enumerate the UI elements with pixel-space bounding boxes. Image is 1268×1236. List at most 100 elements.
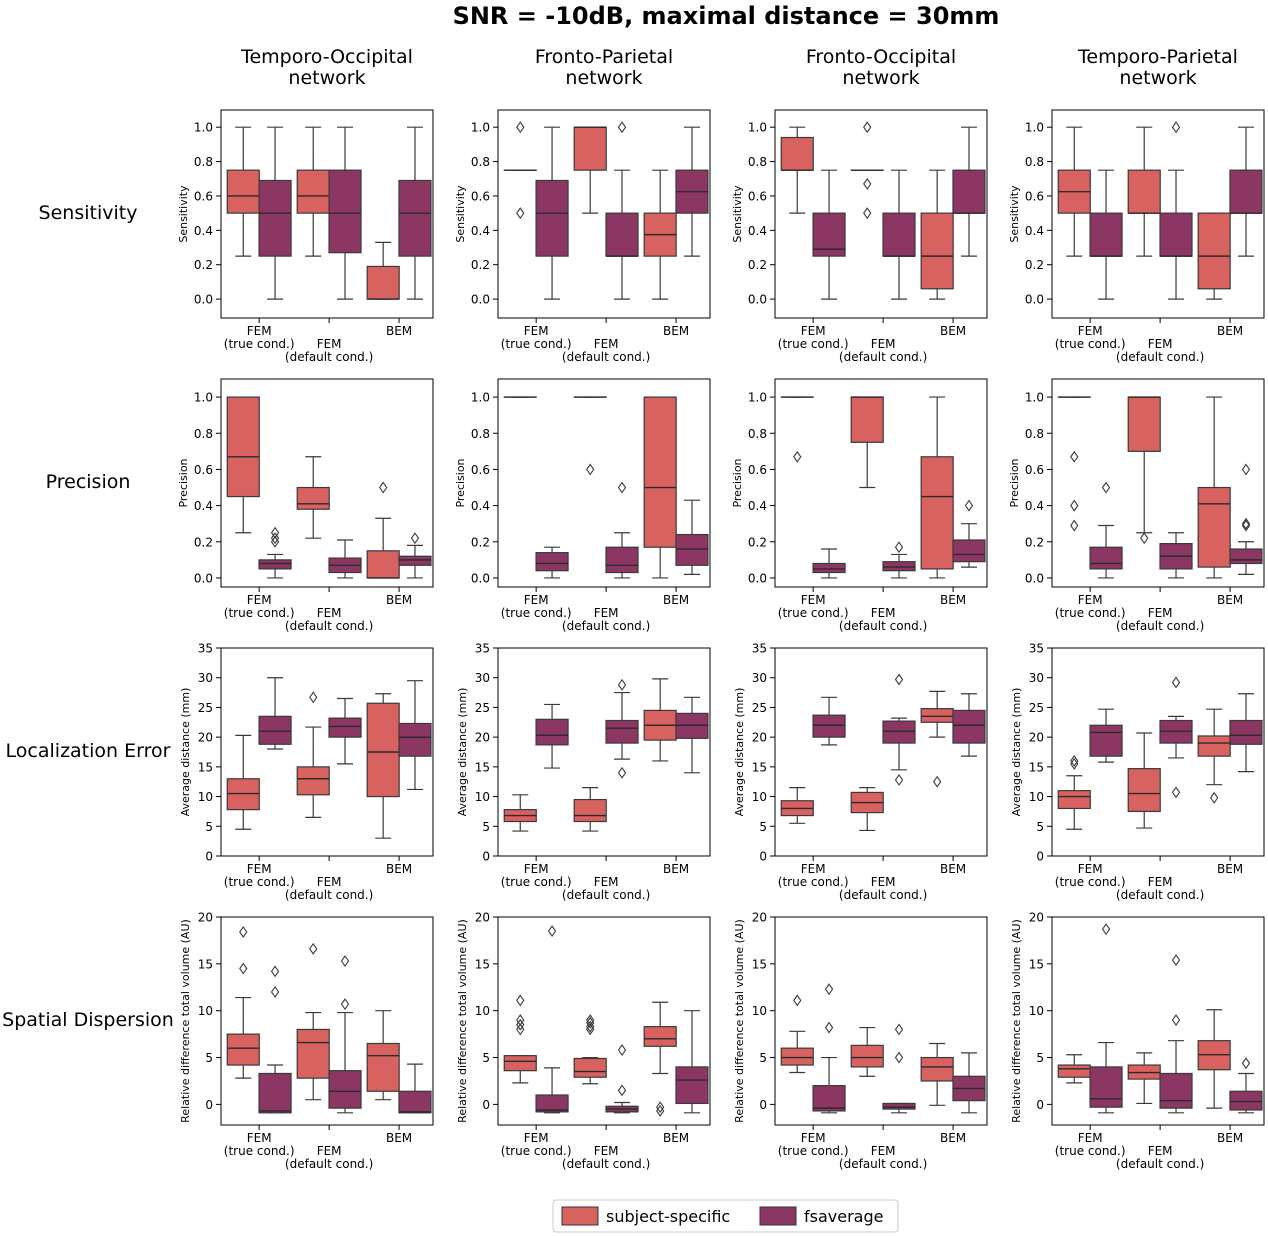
outlier-point — [270, 985, 280, 998]
panel: 0 5 10 15 20 25 30 35 Average distance (mm) FEM (t… — [733, 642, 988, 902]
box-iqr — [1229, 548, 1263, 565]
x-tick-label: BEM — [386, 862, 412, 876]
outlier-point — [656, 1104, 665, 1117]
outlier-point — [270, 532, 280, 545]
y-tick-label: 0.8 — [194, 427, 213, 441]
y-axis-label: Relative difference total volume (AU) — [1010, 919, 1023, 1123]
x-tick-label: BEM — [663, 862, 689, 876]
outlier-point — [516, 207, 525, 220]
box-iqr — [1197, 735, 1231, 757]
box-subject-specific — [226, 396, 260, 534]
box-subject-specific — [1197, 708, 1231, 804]
x-tick-label: FEM (default cond.) — [285, 606, 373, 633]
plot-frame — [1051, 109, 1265, 319]
outlier-point — [270, 965, 280, 978]
y-tick-label: 15 — [1029, 760, 1044, 774]
y-axis-label: Relative difference total volume (AU) — [733, 919, 746, 1123]
outlier-point — [1070, 757, 1079, 770]
box-fsaverage — [398, 680, 432, 791]
box-iqr — [1159, 212, 1193, 257]
plot-frame — [1051, 378, 1265, 588]
x-tick-label: FEM (true cond.) — [501, 324, 572, 351]
box-iqr — [675, 533, 709, 566]
box-iqr — [366, 550, 400, 579]
box-iqr — [920, 708, 954, 723]
outlier-point — [1070, 754, 1079, 767]
box-fsaverage — [328, 955, 362, 1114]
outlier-point — [863, 177, 872, 190]
outlier-point — [894, 673, 904, 686]
y-tick-label: 10 — [1029, 1004, 1044, 1018]
legend-label-fsaverage: fsaverage — [804, 1207, 883, 1226]
x-tick-label: BEM — [386, 593, 412, 607]
y-tick-label: 35 — [752, 642, 767, 656]
y-tick-label: 1.0 — [1025, 121, 1044, 135]
y-tick-label: 5 — [482, 1051, 490, 1065]
outlier-point — [270, 526, 280, 539]
outlier-point — [824, 983, 834, 996]
x-tick-label: FEM (default cond.) — [1116, 606, 1204, 633]
outlier-point — [793, 994, 802, 1007]
outlier-point — [340, 998, 350, 1011]
y-tick-label: 1.0 — [748, 121, 767, 135]
y-axis-label: Precision — [1008, 458, 1021, 507]
box-iqr — [296, 1028, 330, 1079]
box-iqr — [258, 1072, 292, 1114]
x-tick-label: BEM — [1217, 324, 1243, 338]
y-tick-label: 30 — [198, 671, 213, 685]
plot-frame — [1051, 916, 1265, 1126]
plot-frame — [497, 647, 711, 857]
y-tick-label: 5 — [205, 1051, 213, 1065]
box-iqr — [850, 1044, 884, 1068]
x-tick-label: BEM — [940, 593, 966, 607]
outlier-point — [1241, 463, 1251, 476]
x-tick-label: FEM (default cond.) — [1116, 337, 1204, 364]
plot-frame — [774, 109, 988, 319]
outlier-point — [309, 691, 318, 704]
y-tick-label: 1.0 — [194, 391, 213, 405]
y-tick-label: 5 — [1036, 1051, 1044, 1065]
outlier-point — [1070, 450, 1079, 463]
box-fsaverage — [1159, 676, 1193, 799]
box-subject-specific — [503, 994, 537, 1084]
box-iqr — [1229, 169, 1263, 214]
box-fsaverage — [535, 925, 569, 1114]
row-title: Localization Error — [6, 740, 171, 762]
row-title: Precision — [46, 471, 131, 493]
y-tick-label: 25 — [198, 701, 213, 715]
box-fsaverage — [1229, 126, 1263, 257]
box-subject-specific — [573, 396, 607, 476]
x-tick-label: FEM (default cond.) — [562, 337, 650, 364]
box-subject-specific — [503, 794, 537, 832]
outlier-point — [516, 994, 525, 1007]
box-fsaverage — [535, 703, 569, 769]
box-fsaverage — [952, 499, 986, 568]
y-axis-label: Sensitivity — [177, 185, 190, 243]
box-fsaverage — [882, 541, 916, 579]
box-iqr — [398, 722, 432, 757]
box-iqr — [328, 717, 362, 738]
box-iqr — [573, 126, 607, 171]
box-subject-specific — [920, 1042, 954, 1106]
y-tick-label: 0.8 — [1025, 155, 1044, 169]
y-tick-label: 5 — [759, 1051, 767, 1065]
box-iqr — [605, 546, 639, 574]
plot-frame — [497, 378, 711, 588]
box-iqr — [812, 1085, 846, 1112]
figure-title: SNR = -10dB, maximal distance = 30mm — [453, 2, 1000, 30]
box-fsaverage — [535, 126, 569, 300]
box-subject-specific — [296, 942, 330, 1101]
y-tick-label: 0.0 — [748, 293, 767, 307]
box-fsaverage — [605, 678, 639, 779]
y-tick-label: 0.6 — [1025, 189, 1044, 203]
box-iqr — [535, 718, 569, 746]
box-fsaverage — [882, 1023, 916, 1114]
box-iqr — [1089, 546, 1123, 570]
panel: 0.0 0.2 0.4 0.6 0.8 1.0 Sensitivity FEM (true co… — [731, 109, 988, 364]
y-tick-label: 0.6 — [748, 189, 767, 203]
box-fsaverage — [1159, 532, 1193, 579]
box-subject-specific — [226, 734, 260, 830]
box-iqr — [882, 720, 916, 744]
x-tick-label: FEM (true cond.) — [224, 862, 295, 889]
outlier-point — [309, 942, 318, 955]
